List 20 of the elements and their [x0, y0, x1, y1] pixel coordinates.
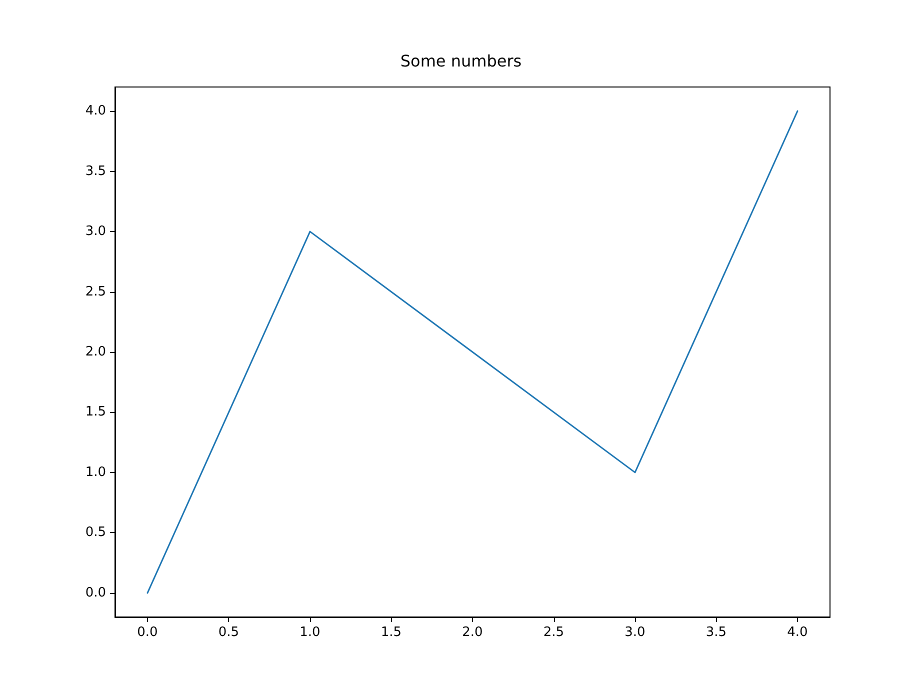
chart-title: Some numbers	[400, 52, 522, 70]
y-tick-label: 0.5	[85, 525, 106, 540]
x-tick-label: 2.5	[543, 625, 564, 640]
y-tick-label: 2.0	[85, 344, 106, 360]
x-tick-label: 4.0	[787, 625, 808, 640]
y-tick-label: 2.5	[85, 284, 106, 300]
x-tick-label: 0.0	[137, 625, 158, 640]
y-tick-label: 0.0	[85, 585, 106, 600]
line-series	[146, 110, 798, 594]
y-tick-label: 4.0	[85, 104, 106, 119]
x-tick-label: 0.5	[218, 625, 240, 640]
y-tick-label: 1.5	[85, 404, 106, 420]
x-tick-label: 1.0	[300, 625, 320, 640]
x-tick-label: 3.0	[624, 625, 646, 640]
y-tick-label: 1.0	[85, 464, 106, 480]
y-tick-label: 3.0	[85, 224, 106, 240]
x-tick-label: 3.5	[706, 625, 727, 640]
x-tick-label: 1.5	[380, 625, 402, 640]
y-tick-label: 3.5	[85, 164, 106, 179]
x-tick-label: 2.0	[462, 625, 483, 640]
